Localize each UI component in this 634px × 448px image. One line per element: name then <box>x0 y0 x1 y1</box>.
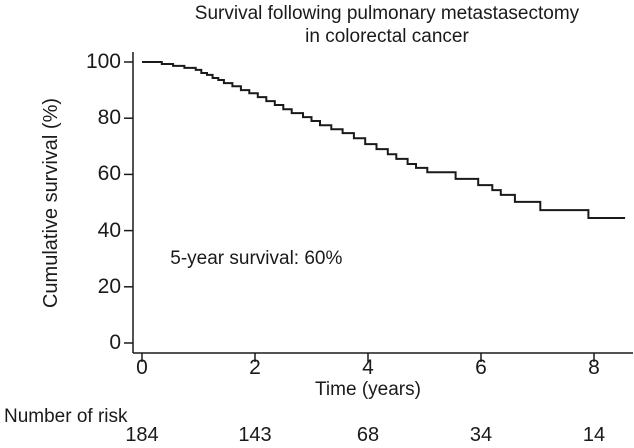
chart-title-line1: Survival following pulmonary metastasect… <box>194 3 580 24</box>
y-tick-label: 80 <box>97 106 121 130</box>
risk-count: 34 <box>469 424 493 446</box>
y-tick-label: 100 <box>85 50 121 73</box>
x-tick-label: 0 <box>136 356 148 379</box>
x-tick-label: 6 <box>475 356 487 379</box>
x-tick-label: 8 <box>588 356 600 379</box>
risk-table-label: Number of risk <box>4 406 128 427</box>
y-tick-label: 0 <box>109 331 121 354</box>
x-tick-label: 2 <box>249 356 261 379</box>
risk-count: 14 <box>582 424 606 446</box>
x-tick-label: 4 <box>362 356 374 379</box>
risk-count: 143 <box>238 424 272 446</box>
y-tick-label: 60 <box>97 162 121 186</box>
chart-title-line2: in colorectal cancer <box>305 26 469 47</box>
risk-count: 68 <box>356 424 380 446</box>
x-axis-title: Time (years) <box>315 379 421 400</box>
y-tick-label: 40 <box>97 218 121 242</box>
survival-curve <box>142 61 626 219</box>
chart-title: Survival following pulmonary metastasect… <box>142 2 632 48</box>
y-tick-label: 20 <box>97 274 121 298</box>
risk-count: 184 <box>125 424 159 446</box>
survival-annotation: 5-year survival: 60% <box>170 247 343 269</box>
